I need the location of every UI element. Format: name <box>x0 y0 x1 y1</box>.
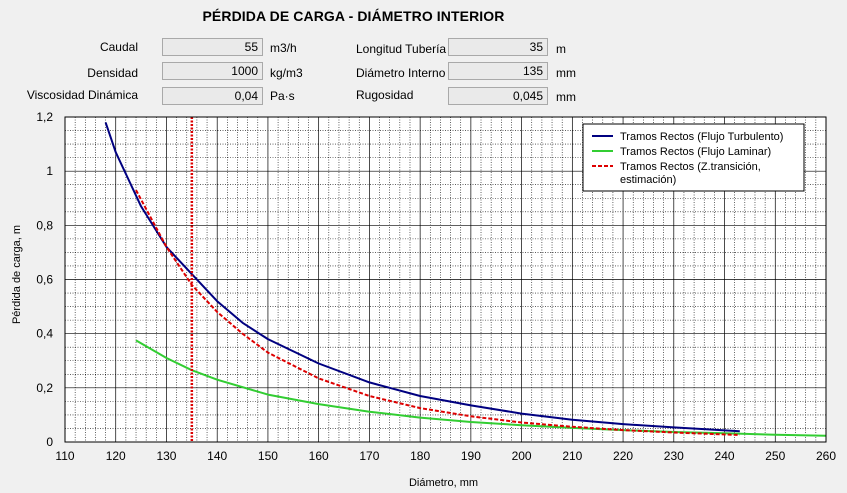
legend-entry-label: Tramos Rectos (Flujo Turbulento) <box>620 131 783 143</box>
y-tick-label: 0,6 <box>36 273 53 287</box>
y-tick-label: 0,2 <box>36 381 53 395</box>
y-tick-labels: 0 0,2 0,4 0,6 0,8 1 1,2 <box>36 110 53 449</box>
longitud-field[interactable] <box>448 38 548 56</box>
legend-entry-label: Tramos Rectos (Z.transición, estimación) <box>620 161 761 186</box>
longitud-unit: m <box>556 42 566 56</box>
x-tick-label: 180 <box>410 449 430 463</box>
legend-entry-label: Tramos Rectos (Flujo Laminar) <box>620 146 771 158</box>
x-tick-label: 140 <box>207 449 227 463</box>
diametro-field[interactable] <box>448 62 548 80</box>
x-tick-label: 250 <box>765 449 785 463</box>
x-tick-label: 150 <box>258 449 278 463</box>
x-tick-label: 160 <box>309 449 329 463</box>
densidad-field[interactable] <box>162 62 263 80</box>
series-layer <box>104 122 827 437</box>
x-tick-label: 130 <box>156 449 176 463</box>
series-line-transicion <box>135 189 740 436</box>
x-tick-label: 240 <box>715 449 735 463</box>
diametro-label: Diámetro Interno <box>356 66 446 80</box>
x-tick-label: 230 <box>664 449 684 463</box>
x-tick-label: 220 <box>613 449 633 463</box>
y-tick-label: 0 <box>46 435 53 449</box>
rugosidad-field[interactable] <box>448 87 548 105</box>
plot-frame <box>64 116 827 443</box>
legend: Tramos Rectos (Flujo Turbulento) Tramos R… <box>582 123 805 192</box>
viscosidad-unit: Pa·s <box>270 89 295 103</box>
x-tick-label: 190 <box>461 449 481 463</box>
rugosidad-unit: mm <box>556 90 576 104</box>
rugosidad-label: Rugosidad <box>356 88 414 102</box>
page-title: PÉRDIDA DE CARGA - DIÁMETRO INTERIOR <box>202 8 505 24</box>
viscosidad-field[interactable] <box>162 87 263 105</box>
x-tick-labels: 110 120 130 140 150 160 170 180 190 200 210 220 230 2… <box>55 449 836 463</box>
x-tick-label: 210 <box>562 449 582 463</box>
densidad-unit: kg/m3 <box>270 66 303 80</box>
x-tick-label: 110 <box>55 449 74 463</box>
viscosidad-label: Viscosidad Dinámica <box>26 88 138 102</box>
series-line-turbulento <box>104 122 740 433</box>
y-tick-label: 0,8 <box>36 218 53 232</box>
legend-entry-line: Tramos Rectos (Z.transición, <box>620 161 761 173</box>
x-tick-label: 260 <box>816 449 836 463</box>
x-tick-label: 200 <box>512 449 532 463</box>
legend-box <box>582 123 805 192</box>
longitud-label: Longitud Tubería <box>356 42 447 56</box>
caudal-field[interactable] <box>162 38 263 56</box>
legend-entry-line: estimación) <box>620 174 676 186</box>
y-axis-title: Pérdida de carga, m <box>11 225 23 324</box>
caudal-label: Caudal <box>99 40 138 54</box>
x-axis-title: Diámetro, mm <box>409 477 478 489</box>
y-tick-label: 0,4 <box>36 327 53 341</box>
y-tick-label: 1 <box>46 164 53 178</box>
diametro-unit: mm <box>556 66 576 80</box>
caudal-unit: m3/h <box>270 41 297 55</box>
x-tick-label: 120 <box>106 449 126 463</box>
densidad-label: Densidad <box>87 66 138 80</box>
x-tick-label: 170 <box>359 449 379 463</box>
y-tick-label: 1,2 <box>36 110 53 124</box>
